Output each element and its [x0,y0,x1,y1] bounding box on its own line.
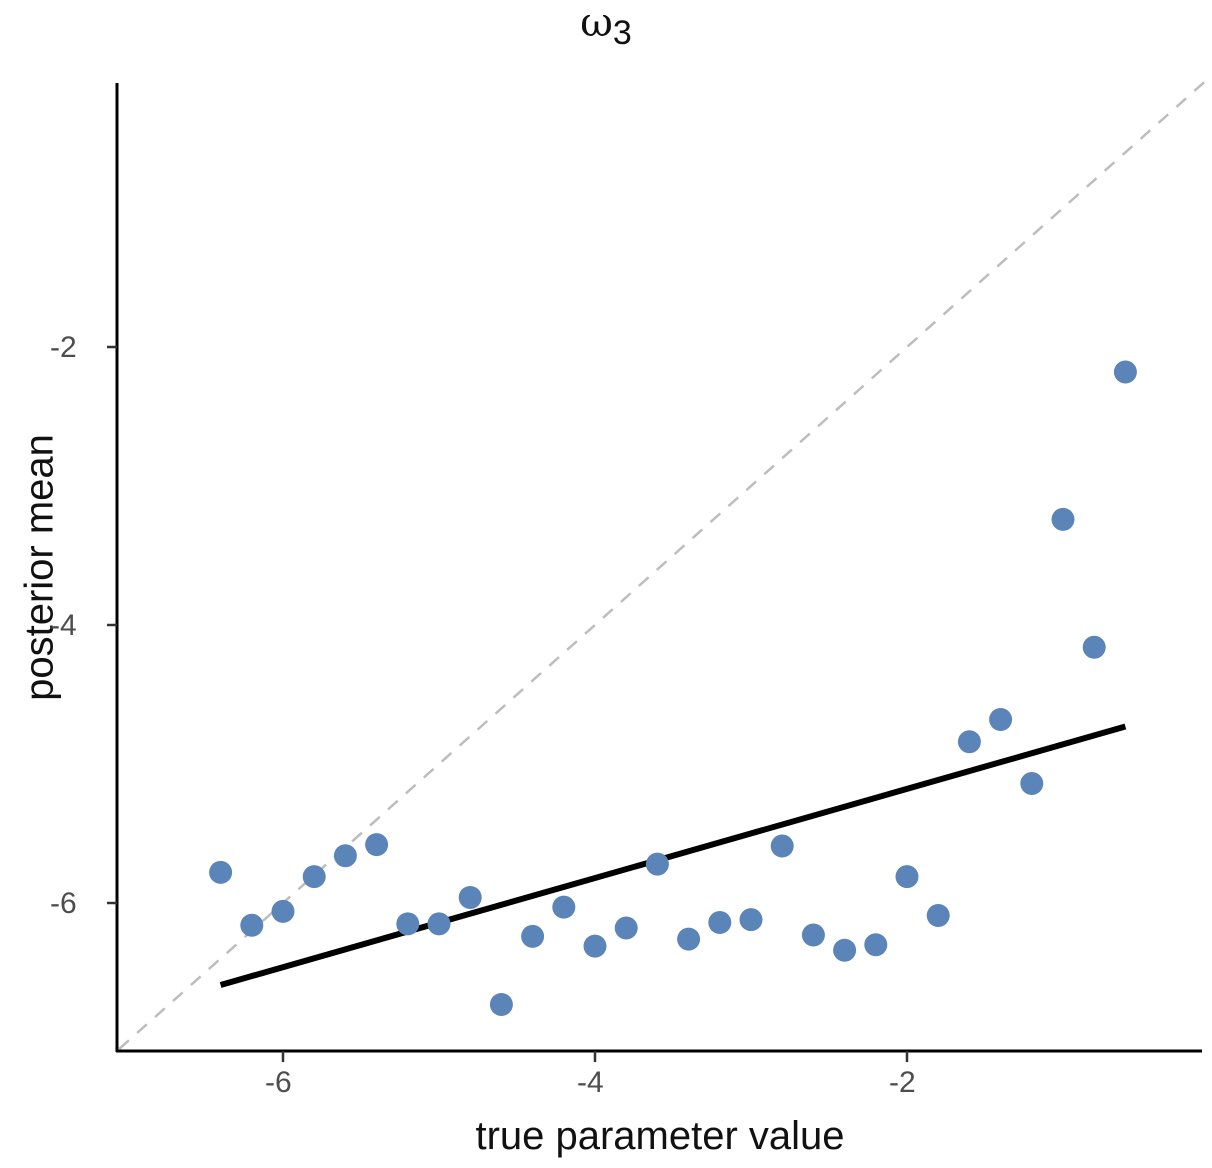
axes [107,83,1202,1062]
data-point [396,912,420,936]
data-point [458,885,482,909]
identity-dashed-line [118,77,1209,1050]
y-tick-label: -4 [50,609,77,642]
data-point [1051,507,1075,531]
data-point [271,899,295,923]
x-tick-label: -4 [577,1066,604,1099]
data-point [957,730,981,754]
data-point [864,933,888,957]
data-points [209,360,1137,1016]
chart-title: ω3 [580,0,632,52]
data-point [801,923,825,947]
data-point [770,834,794,858]
data-point [1113,360,1137,384]
identity-reference-line [118,77,1209,1050]
data-point [427,912,451,936]
data-point [1082,635,1106,659]
x-tick-label: -6 [265,1066,292,1099]
data-point [583,934,607,958]
data-point [552,895,576,919]
x-axis-label: true parameter value [475,1114,845,1158]
data-point [833,938,857,962]
data-point [209,860,233,884]
data-point [677,927,701,951]
y-tick-label: -2 [50,331,77,364]
data-point [489,992,513,1016]
data-point [708,910,732,934]
data-point [302,865,326,889]
data-point [333,844,357,868]
data-point [240,913,264,937]
data-point [739,908,763,932]
x-tick-label: -2 [889,1066,916,1099]
data-point [521,924,545,948]
fit-line [219,723,1127,988]
data-point [1020,771,1044,795]
data-point [645,852,669,876]
data-point [614,916,638,940]
data-point [365,833,389,857]
data-point [895,865,919,889]
data-point [926,904,950,928]
y-tick-label: -6 [50,887,77,920]
regression-line [219,723,1127,988]
data-point [989,708,1013,732]
